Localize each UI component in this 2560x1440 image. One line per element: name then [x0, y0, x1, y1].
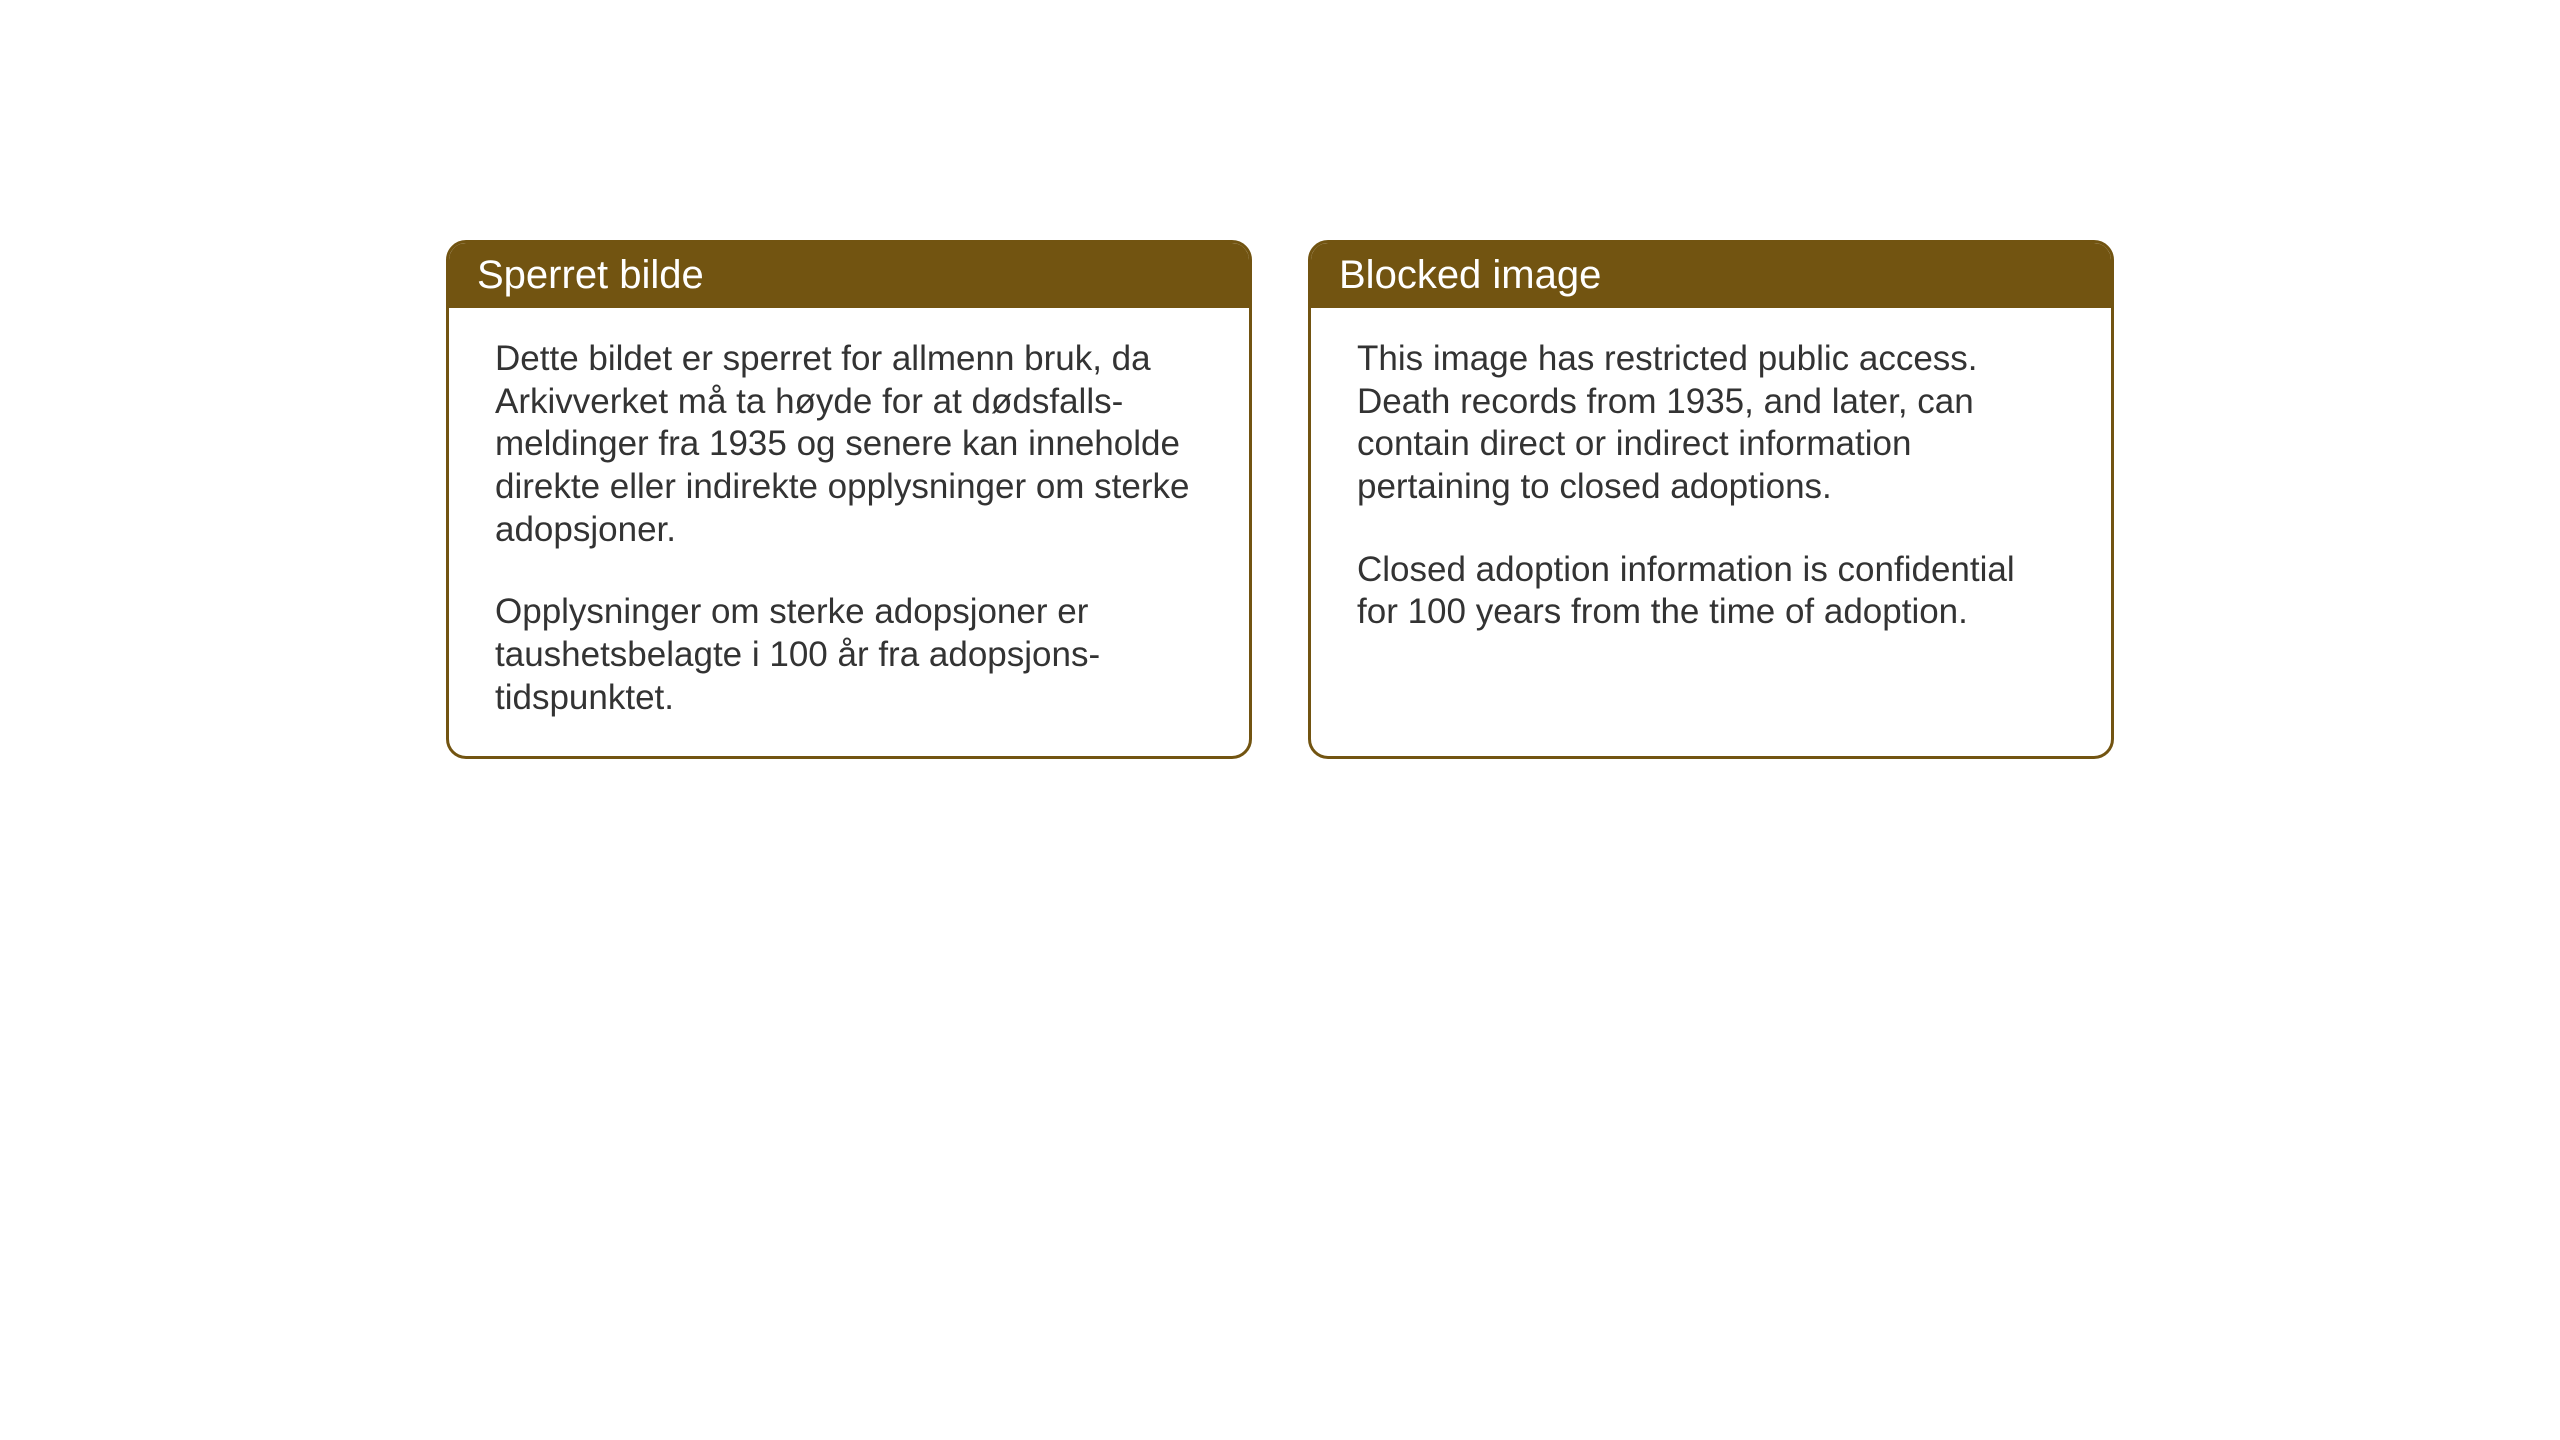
norwegian-card-header: Sperret bilde — [449, 243, 1249, 308]
norwegian-card: Sperret bilde Dette bildet er sperret fo… — [446, 240, 1252, 759]
english-paragraph-2: Closed adoption information is confident… — [1357, 549, 2065, 634]
cards-container: Sperret bilde Dette bildet er sperret fo… — [446, 240, 2114, 759]
english-card: Blocked image This image has restricted … — [1308, 240, 2114, 759]
english-paragraph-1: This image has restricted public access.… — [1357, 338, 2065, 509]
norwegian-card-title: Sperret bilde — [477, 253, 704, 297]
english-card-body: This image has restricted public access.… — [1311, 308, 2111, 715]
english-card-title: Blocked image — [1339, 253, 1601, 297]
english-card-header: Blocked image — [1311, 243, 2111, 308]
norwegian-paragraph-2: Opplysninger om sterke adopsjoner er tau… — [495, 591, 1203, 719]
norwegian-card-body: Dette bildet er sperret for allmenn bruk… — [449, 308, 1249, 756]
norwegian-paragraph-1: Dette bildet er sperret for allmenn bruk… — [495, 338, 1203, 551]
